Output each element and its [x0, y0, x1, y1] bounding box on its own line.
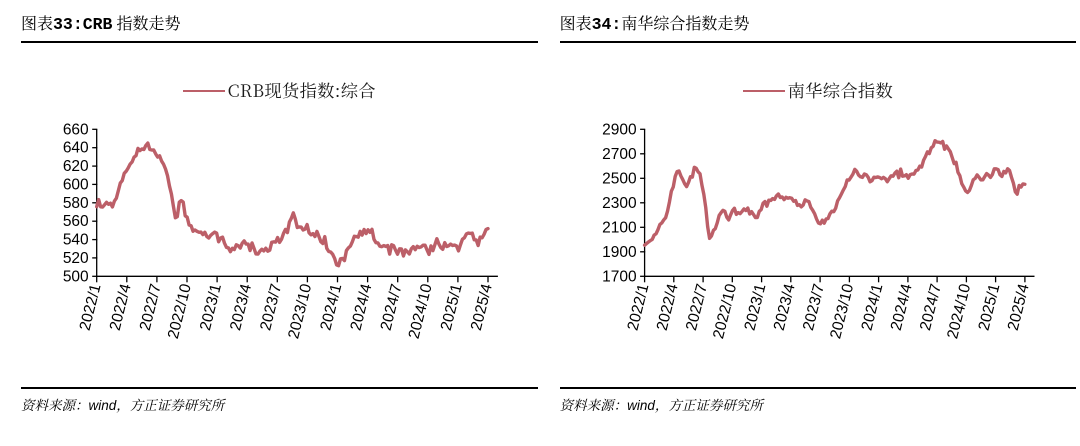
svg-text:2024/1: 2024/1	[858, 282, 886, 332]
svg-text:2023/10: 2023/10	[285, 282, 315, 341]
svg-text:2022/1: 2022/1	[624, 282, 652, 332]
svg-text:2024/7: 2024/7	[917, 282, 945, 332]
svg-text:1700: 1700	[602, 268, 637, 285]
svg-text:2025/4: 2025/4	[468, 282, 496, 332]
svg-text:2023/4: 2023/4	[227, 282, 255, 332]
svg-text:2023/10: 2023/10	[827, 282, 857, 341]
svg-text:1900: 1900	[602, 244, 637, 261]
svg-text:2500: 2500	[602, 170, 637, 187]
svg-text:2023/1: 2023/1	[741, 282, 769, 332]
svg-text:2022/4: 2022/4	[107, 282, 135, 332]
svg-text:540: 540	[63, 232, 89, 249]
svg-text:2025/1: 2025/1	[438, 282, 466, 332]
svg-text:2024/4: 2024/4	[348, 282, 376, 332]
svg-text:2700: 2700	[602, 146, 637, 163]
svg-text:2023/7: 2023/7	[800, 282, 828, 332]
svg-text:560: 560	[63, 213, 89, 230]
svg-text:2023/7: 2023/7	[257, 282, 285, 332]
svg-text:2022/7: 2022/7	[683, 282, 711, 332]
svg-text:580: 580	[63, 195, 89, 212]
svg-text:2100: 2100	[602, 219, 637, 236]
svg-text:2024/4: 2024/4	[887, 282, 915, 332]
svg-text:2023/4: 2023/4	[770, 282, 798, 332]
svg-text:2022/10: 2022/10	[165, 282, 195, 341]
svg-text:640: 640	[63, 140, 89, 157]
svg-text:520: 520	[63, 250, 89, 267]
svg-text:2022/1: 2022/1	[77, 282, 105, 332]
svg-text:500: 500	[63, 268, 89, 285]
svg-text:2300: 2300	[602, 195, 637, 212]
svg-text:2025/4: 2025/4	[1004, 282, 1032, 332]
svg-text:2022/7: 2022/7	[137, 282, 165, 332]
svg-text:2900: 2900	[602, 121, 637, 138]
svg-text:2024/10: 2024/10	[406, 282, 436, 341]
svg-text:2025/1: 2025/1	[975, 282, 1003, 332]
svg-text:2024/1: 2024/1	[317, 282, 345, 332]
svg-text:2023/1: 2023/1	[197, 282, 225, 332]
svg-text:620: 620	[63, 158, 89, 175]
svg-text:2024/7: 2024/7	[378, 282, 406, 332]
svg-text:2022/10: 2022/10	[710, 282, 740, 341]
svg-text:660: 660	[63, 121, 89, 138]
svg-text:600: 600	[63, 176, 89, 193]
svg-text:2022/4: 2022/4	[653, 282, 681, 332]
svg-text:2024/10: 2024/10	[944, 282, 974, 341]
